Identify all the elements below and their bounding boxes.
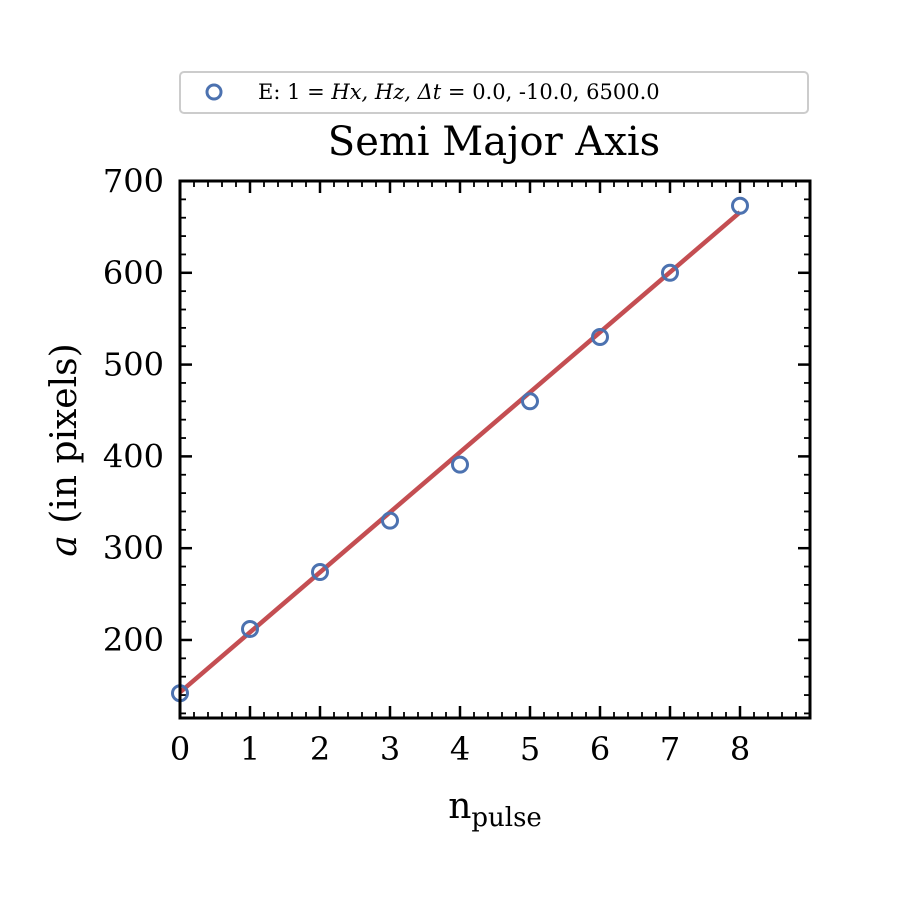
- data-point: [451, 455, 469, 474]
- x-tick-label: 3: [380, 730, 400, 768]
- y-axis-label: a (in pixels): [44, 343, 85, 556]
- legend-box: [179, 71, 809, 114]
- x-axis-label-subscript: pulse: [471, 803, 541, 833]
- y-tick-label: 300: [103, 529, 164, 567]
- x-tick-label: 5: [520, 730, 540, 768]
- tick-labels: 0 1 2 3 4 5 6 7 8 200 300 400 500 600 700: [103, 162, 750, 768]
- x-tick-label: 4: [450, 730, 470, 768]
- y-tick-label: 600: [103, 254, 164, 292]
- y-tick-label: 700: [103, 162, 164, 200]
- y-axis-label-rest: (in pixels): [44, 343, 85, 535]
- y-tick-label: 500: [103, 346, 164, 384]
- data-point: [381, 511, 399, 530]
- series-layer: [171, 196, 749, 703]
- legend-marker-label: E: 1 =: [258, 80, 331, 104]
- y-tick-label: 200: [103, 621, 164, 659]
- plot-frame: [178, 179, 812, 720]
- legend-math-label: Hx, Hz, Δt =: [330, 80, 472, 104]
- legend-label: E: 1 = Hx, Hz, Δt = 0.0, -10.0, 6500.0: [258, 80, 660, 104]
- y-tick-label: 400: [103, 437, 164, 475]
- x-tick-label: 6: [590, 730, 610, 768]
- axis-ticks: [178, 179, 811, 718]
- data-point: [521, 392, 539, 411]
- data-point: [311, 563, 329, 582]
- x-axis-label: npulse: [448, 786, 542, 833]
- x-tick-label: 8: [730, 730, 750, 768]
- x-tick-label: 1: [240, 730, 260, 768]
- legend-values-label: 0.0, -10.0, 6500.0: [472, 80, 659, 104]
- legend: E: 1 = Hx, Hz, Δt = 0.0, -10.0, 6500.0: [179, 71, 809, 114]
- y-axis-label-symbol: a: [44, 535, 85, 556]
- chart-title: Semi Major Axis: [328, 119, 660, 165]
- x-tick-label: 7: [660, 730, 680, 768]
- data-point: [731, 196, 749, 215]
- data-point: [591, 328, 609, 347]
- x-axis-label-main: n: [448, 786, 471, 827]
- fit-line: [178, 210, 742, 695]
- legend-marker-icon: [205, 83, 223, 101]
- x-tick-label: 2: [310, 730, 330, 768]
- data-point: [661, 263, 679, 282]
- x-tick-label: 0: [170, 730, 190, 768]
- data-point: [241, 619, 259, 638]
